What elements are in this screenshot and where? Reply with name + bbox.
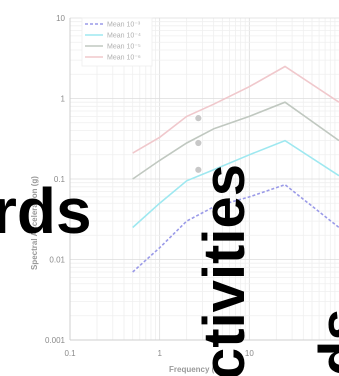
data-marker [194,165,203,174]
x-axis-title: Frequency ( [169,365,215,374]
overlay-text-rds: rds [0,175,92,247]
y-tick-label: 0.1 [54,175,66,184]
x-tick-label: 0.1 [64,349,76,358]
y-tick-label: 10 [56,14,65,23]
legend-label-3: Mean 10⁻⁵ [107,44,141,51]
y-tick-label: 0.01 [49,256,65,265]
legend-label-1: Mean 10⁻³ [107,22,141,29]
x-tick-label: 10 [245,349,254,358]
data-marker [194,114,203,123]
series-line-3 [132,101,339,180]
series-lines [132,65,339,273]
y-tick-label: 1 [61,95,66,104]
x-tick-label: 1 [157,349,162,358]
y-tick-label: 0.001 [45,336,66,345]
series-line-2 [132,139,339,229]
y-axis-title: Spectral Acceleration (g) [30,176,39,270]
overlay-text-ds: ds [308,308,339,376]
series-line-1 [132,183,339,273]
overlay-text-ctivities: ctivities [192,164,257,376]
legend-box [81,17,153,67]
legend: Mean 10⁻³ Mean 10⁻⁴ Mean 10⁻⁵ Mean 10⁻⁶ [81,17,153,67]
tick-labels: 0.001 0.01 0.1 1 10 0.1 1 10 [45,14,254,358]
data-markers [194,114,203,174]
legend-label-2: Mean 10⁻⁴ [107,33,141,40]
data-marker [194,138,203,148]
series-line-4 [132,65,339,154]
legend-label-4: Mean 10⁻⁶ [107,55,141,62]
